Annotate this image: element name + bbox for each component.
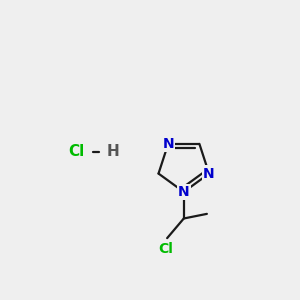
Text: N: N — [178, 185, 190, 199]
Text: Cl: Cl — [68, 144, 85, 159]
Text: N: N — [203, 167, 215, 181]
Text: H: H — [106, 144, 119, 159]
Text: N: N — [162, 137, 174, 151]
Text: Cl: Cl — [159, 242, 173, 256]
